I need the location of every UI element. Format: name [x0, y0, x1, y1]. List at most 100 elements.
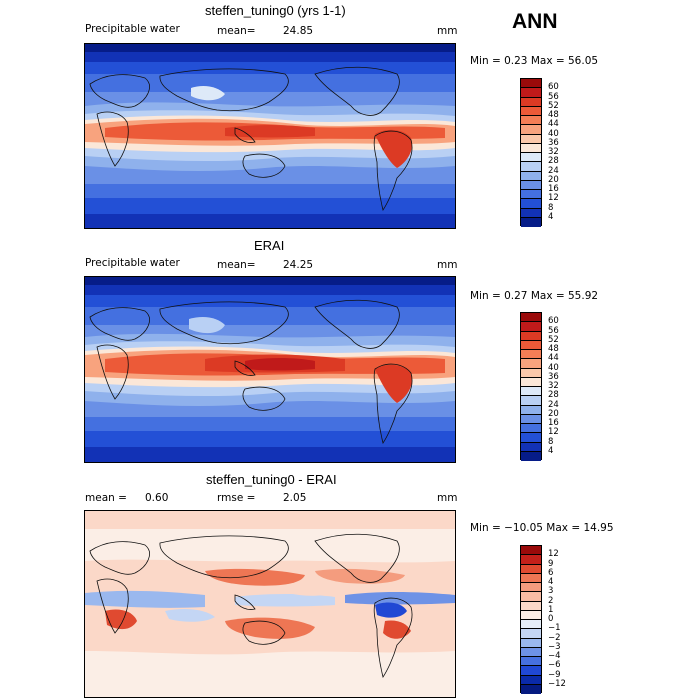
colorbar-tick-label: 12	[548, 427, 559, 438]
colorbar-swatch	[521, 546, 541, 556]
colorbar-swatch	[521, 387, 541, 397]
panel-1-units: mm	[437, 25, 458, 37]
panel-1-mean-label: mean=	[217, 25, 256, 37]
panel-2-mean-label: mean=	[217, 259, 256, 271]
colorbar-swatch	[521, 180, 541, 190]
colorbar-swatch	[521, 217, 541, 227]
colorbar-swatch	[521, 331, 541, 341]
colorbar-swatch	[521, 359, 541, 369]
colorbar-swatch	[521, 199, 541, 209]
colorbar-swatch	[521, 555, 541, 565]
colorbar-swatch	[521, 190, 541, 200]
colorbar-tick-label: 8	[548, 202, 554, 213]
colorbar-tick-label: −4	[548, 651, 561, 661]
colorbar-tick-label: 2	[548, 595, 554, 606]
colorbar-swatch	[521, 340, 541, 350]
panel-2-minmax: Min = 0.27 Max = 55.92	[470, 290, 599, 302]
colorbar-tick-label: 6	[548, 567, 554, 578]
panel-3-map	[84, 510, 456, 698]
colorbar-swatch	[521, 583, 541, 593]
colorbar-swatch	[521, 684, 541, 694]
colorbar-swatch	[521, 350, 541, 360]
colorbar-tick-label: 4	[548, 577, 554, 587]
panel-1-title: steffen_tuning0 (yrs 1-1)	[205, 3, 346, 18]
colorbar-swatch	[521, 442, 541, 452]
colorbar-tick-label: 20	[548, 174, 559, 185]
panel-1-map	[84, 43, 456, 229]
colorbar-swatch	[521, 88, 541, 98]
colorbar-tick-label: 16	[548, 184, 559, 194]
colorbar-tick-label: 12	[548, 549, 559, 560]
panel-3-mean-label: mean =	[85, 492, 127, 504]
colorbar-tick-label: 44	[548, 353, 559, 364]
colorbar-tick-label: 24	[548, 399, 559, 410]
panel-2-units: mm	[437, 259, 458, 271]
colorbar-tick-label: −1	[548, 623, 561, 634]
colorbar-tick-label: 3	[548, 586, 554, 597]
colorbar-tick-label: 12	[548, 193, 559, 204]
panel-3-units: mm	[437, 492, 458, 504]
colorbar-swatch	[521, 564, 541, 574]
colorbar-tick-label: 52	[548, 334, 559, 345]
colorbar-tick-label: −6	[548, 660, 561, 671]
colorbar-swatch	[521, 106, 541, 116]
panel-1-variable: Precipitable water	[85, 23, 180, 35]
colorbar-swatch	[521, 647, 541, 657]
colorbar-swatch	[521, 675, 541, 685]
colorbar-tick-label: 44	[548, 119, 559, 130]
colorbar-tick-label: 20	[548, 408, 559, 419]
panel-2-title: ERAI	[254, 238, 285, 253]
colorbar-tick-label: 24	[548, 165, 559, 176]
colorbar-swatch	[521, 79, 541, 89]
colorbar-swatch	[521, 629, 541, 639]
panel-1-minmax: Min = 0.23 Max = 56.05	[470, 55, 599, 67]
colorbar-tick-label: −12	[548, 678, 566, 689]
colorbar-swatch	[521, 610, 541, 620]
colorbar-tick-label: 4	[548, 445, 554, 456]
colorbar-tick-label: 56	[548, 91, 559, 102]
colorbar-tick-label: 32	[548, 147, 559, 157]
colorbar-swatch	[521, 313, 541, 323]
panel-3-title: steffen_tuning0 - ERAI	[206, 472, 337, 487]
colorbar-tick-label: −2	[548, 632, 561, 643]
panel-2-colorbar	[520, 312, 542, 461]
panel-2-variable: Precipitable water	[85, 257, 180, 269]
colorbar-tick-label: 40	[548, 362, 559, 373]
colorbar-swatch	[521, 620, 541, 630]
colorbar-swatch	[521, 143, 541, 153]
colorbar-tick-label: 52	[548, 100, 559, 111]
colorbar-swatch	[521, 573, 541, 583]
colorbar-swatch	[521, 171, 541, 181]
panel-3-mean-value: 0.60	[145, 492, 169, 504]
colorbar-tick-label: −9	[548, 669, 561, 680]
colorbar-tick-label: 48	[548, 110, 559, 120]
panel-3-minmax: Min = −10.05 Max = 14.95	[470, 522, 614, 534]
colorbar-tick-label: 1	[548, 604, 554, 615]
colorbar-swatch	[521, 638, 541, 648]
colorbar-tick-label: 56	[548, 325, 559, 336]
colorbar-swatch	[521, 134, 541, 144]
colorbar-swatch	[521, 396, 541, 406]
colorbar-swatch	[521, 153, 541, 163]
panel-1-contour-field	[85, 44, 455, 228]
colorbar-tick-label: 4	[548, 211, 554, 222]
colorbar-swatch	[521, 414, 541, 424]
panel-2-mean-value: 24.25	[283, 259, 314, 271]
colorbar-tick-label: 60	[548, 316, 559, 327]
panel-1-colorbar	[520, 78, 542, 227]
colorbar-swatch	[521, 97, 541, 107]
colorbar-tick-label: 48	[548, 344, 559, 354]
panel-1-mean-value: 24.85	[283, 25, 314, 37]
colorbar-tick-label: 28	[548, 156, 559, 167]
colorbar-swatch	[521, 377, 541, 387]
colorbar-swatch	[521, 322, 541, 332]
colorbar-swatch	[521, 601, 541, 611]
panel-2-map	[84, 276, 456, 463]
panel-3-contour-field	[85, 511, 455, 697]
colorbar-tick-label: 28	[548, 390, 559, 401]
colorbar-swatch	[521, 666, 541, 676]
panel-3-rmse-label: rmse =	[217, 492, 256, 504]
colorbar-swatch	[521, 433, 541, 443]
colorbar-tick-label: 40	[548, 128, 559, 139]
season-label: ANN	[512, 10, 558, 33]
